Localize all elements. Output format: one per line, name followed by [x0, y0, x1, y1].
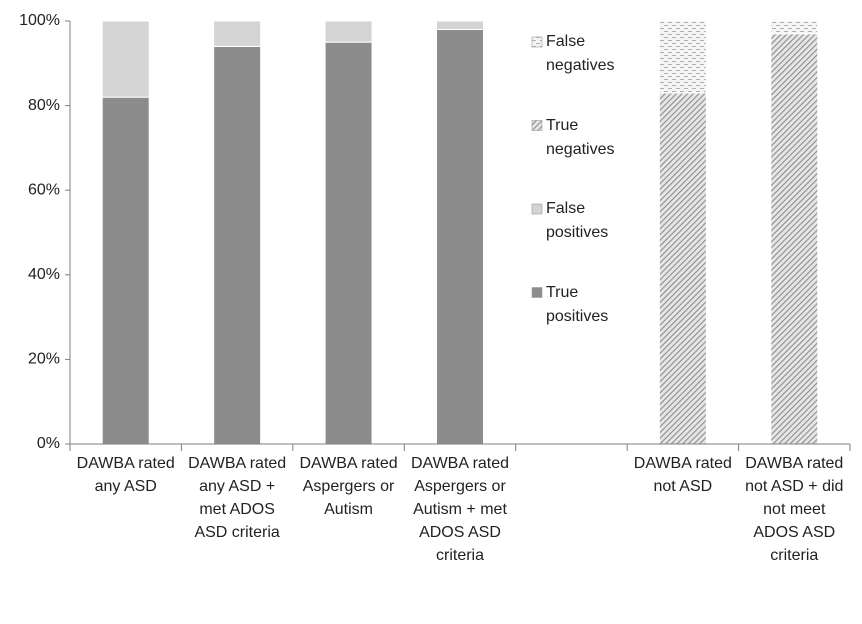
bar-segment — [770, 20, 819, 35]
x-tick-label: DAWBA rated Aspergers or Autism — [299, 455, 398, 518]
x-tick-label: DAWBA rated any ASD — [76, 455, 175, 495]
legend-swatch — [531, 287, 543, 298]
x-tick-label: DAWBA rated not ASD + did not meet ADOS … — [745, 455, 844, 564]
legend-swatch — [531, 203, 543, 215]
x-tick-label: DAWBA rated any ASD + met ADOS ASD crite… — [188, 455, 287, 541]
y-tick-label: 20% — [28, 351, 60, 368]
y-tick-label: 80% — [28, 97, 60, 114]
bar-segment — [658, 92, 707, 445]
y-tick-label: 40% — [28, 266, 60, 283]
y-tick-label: 0% — [37, 435, 60, 452]
bar-segment — [101, 96, 150, 445]
legend-label: True positives — [546, 283, 609, 325]
y-tick-label: 60% — [28, 181, 60, 198]
bar-segment — [324, 20, 373, 43]
legend-swatch — [531, 120, 543, 131]
legend-label: False negatives — [546, 33, 615, 74]
bar-segment — [324, 41, 373, 445]
y-tick-label: 100% — [19, 12, 60, 29]
legend-swatch — [531, 36, 543, 48]
bar-segment — [770, 33, 819, 445]
legend-label: True negatives — [546, 116, 615, 158]
x-tick-label: DAWBA rated not ASD — [633, 455, 732, 495]
bar-segment — [436, 20, 484, 30]
x-tick-label: DAWBA rated Aspergers or Autism + met AD… — [410, 455, 510, 564]
bar-segment — [213, 20, 262, 47]
bar-segment — [101, 20, 150, 98]
bar-segment — [436, 28, 484, 445]
bar-segment — [658, 20, 707, 94]
bar-segment — [213, 45, 262, 445]
legend-label: False positives — [546, 200, 609, 241]
